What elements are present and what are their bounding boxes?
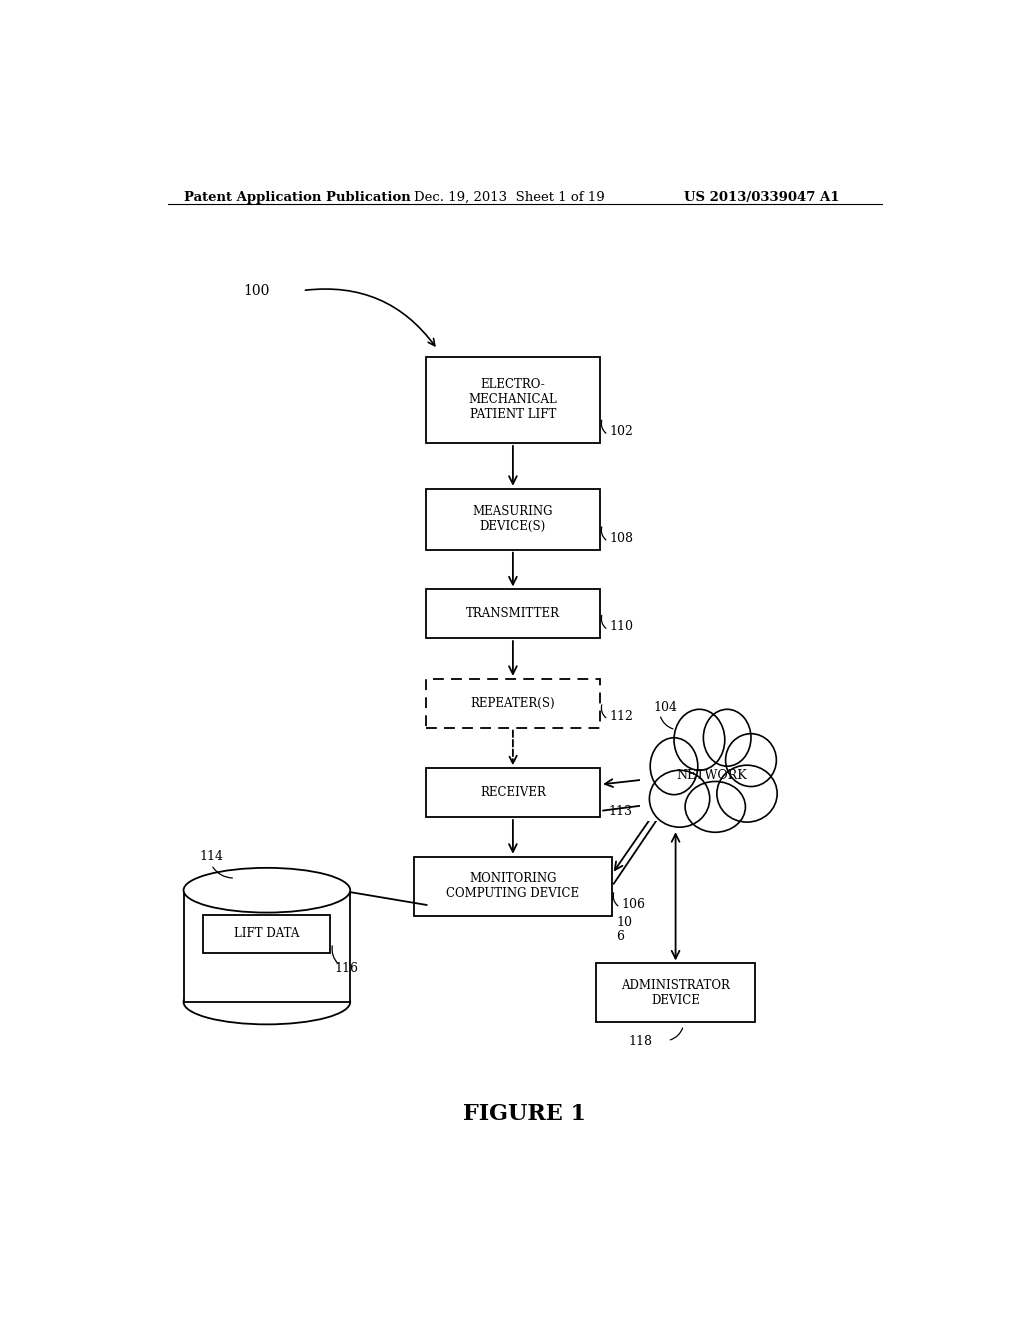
FancyBboxPatch shape	[596, 964, 755, 1022]
Ellipse shape	[650, 738, 697, 795]
Text: NETWORK: NETWORK	[676, 768, 746, 781]
Text: Dec. 19, 2013  Sheet 1 of 19: Dec. 19, 2013 Sheet 1 of 19	[414, 191, 604, 203]
Text: ELECTRO-
MECHANICAL
PATIENT LIFT: ELECTRO- MECHANICAL PATIENT LIFT	[469, 379, 557, 421]
Text: Patent Application Publication: Patent Application Publication	[183, 191, 411, 203]
FancyArrowPatch shape	[671, 1028, 683, 1040]
Text: ADMINISTRATOR
DEVICE: ADMINISTRATOR DEVICE	[622, 979, 730, 1007]
FancyBboxPatch shape	[426, 678, 600, 727]
FancyBboxPatch shape	[426, 356, 600, 444]
Ellipse shape	[685, 781, 745, 833]
Text: 112: 112	[609, 710, 634, 722]
FancyBboxPatch shape	[426, 488, 600, 549]
Ellipse shape	[649, 771, 710, 828]
Text: 113: 113	[608, 805, 632, 818]
Text: US 2013/0339047 A1: US 2013/0339047 A1	[684, 191, 839, 203]
FancyArrowPatch shape	[332, 946, 338, 964]
FancyArrowPatch shape	[213, 867, 232, 878]
Text: 108: 108	[609, 532, 634, 545]
Text: 116: 116	[334, 961, 358, 974]
Text: 114: 114	[200, 850, 223, 863]
FancyBboxPatch shape	[426, 768, 600, 817]
Text: 100: 100	[243, 284, 269, 297]
Text: 118: 118	[628, 1035, 652, 1048]
Text: REPEATER(S): REPEATER(S)	[471, 697, 555, 710]
Ellipse shape	[717, 766, 777, 822]
Text: 106: 106	[622, 898, 645, 911]
Ellipse shape	[726, 734, 776, 787]
FancyArrowPatch shape	[601, 527, 606, 540]
Text: TRANSMITTER: TRANSMITTER	[466, 607, 560, 620]
FancyBboxPatch shape	[640, 743, 775, 821]
FancyBboxPatch shape	[204, 915, 331, 953]
Text: 6: 6	[616, 931, 624, 942]
Text: 102: 102	[609, 425, 634, 438]
Ellipse shape	[183, 979, 350, 1024]
Text: LIFT DATA: LIFT DATA	[234, 928, 300, 940]
FancyBboxPatch shape	[426, 589, 600, 638]
FancyArrowPatch shape	[601, 705, 606, 718]
Text: 104: 104	[653, 701, 677, 714]
Text: FIGURE 1: FIGURE 1	[463, 1102, 587, 1125]
FancyArrowPatch shape	[601, 615, 606, 628]
Text: MEASURING
DEVICE(S): MEASURING DEVICE(S)	[473, 506, 553, 533]
FancyArrowPatch shape	[601, 420, 606, 433]
FancyArrowPatch shape	[613, 892, 617, 906]
Ellipse shape	[703, 709, 751, 766]
Ellipse shape	[183, 867, 350, 912]
Text: 110: 110	[609, 620, 634, 634]
FancyBboxPatch shape	[414, 857, 612, 916]
Text: MONITORING
COMPUTING DEVICE: MONITORING COMPUTING DEVICE	[446, 873, 580, 900]
FancyArrowPatch shape	[660, 717, 673, 729]
Text: RECEIVER: RECEIVER	[480, 787, 546, 799]
Ellipse shape	[674, 709, 725, 771]
FancyArrowPatch shape	[305, 289, 435, 346]
FancyBboxPatch shape	[183, 890, 350, 1002]
Text: DATABASE: DATABASE	[231, 923, 302, 936]
Text: 10: 10	[616, 916, 632, 929]
